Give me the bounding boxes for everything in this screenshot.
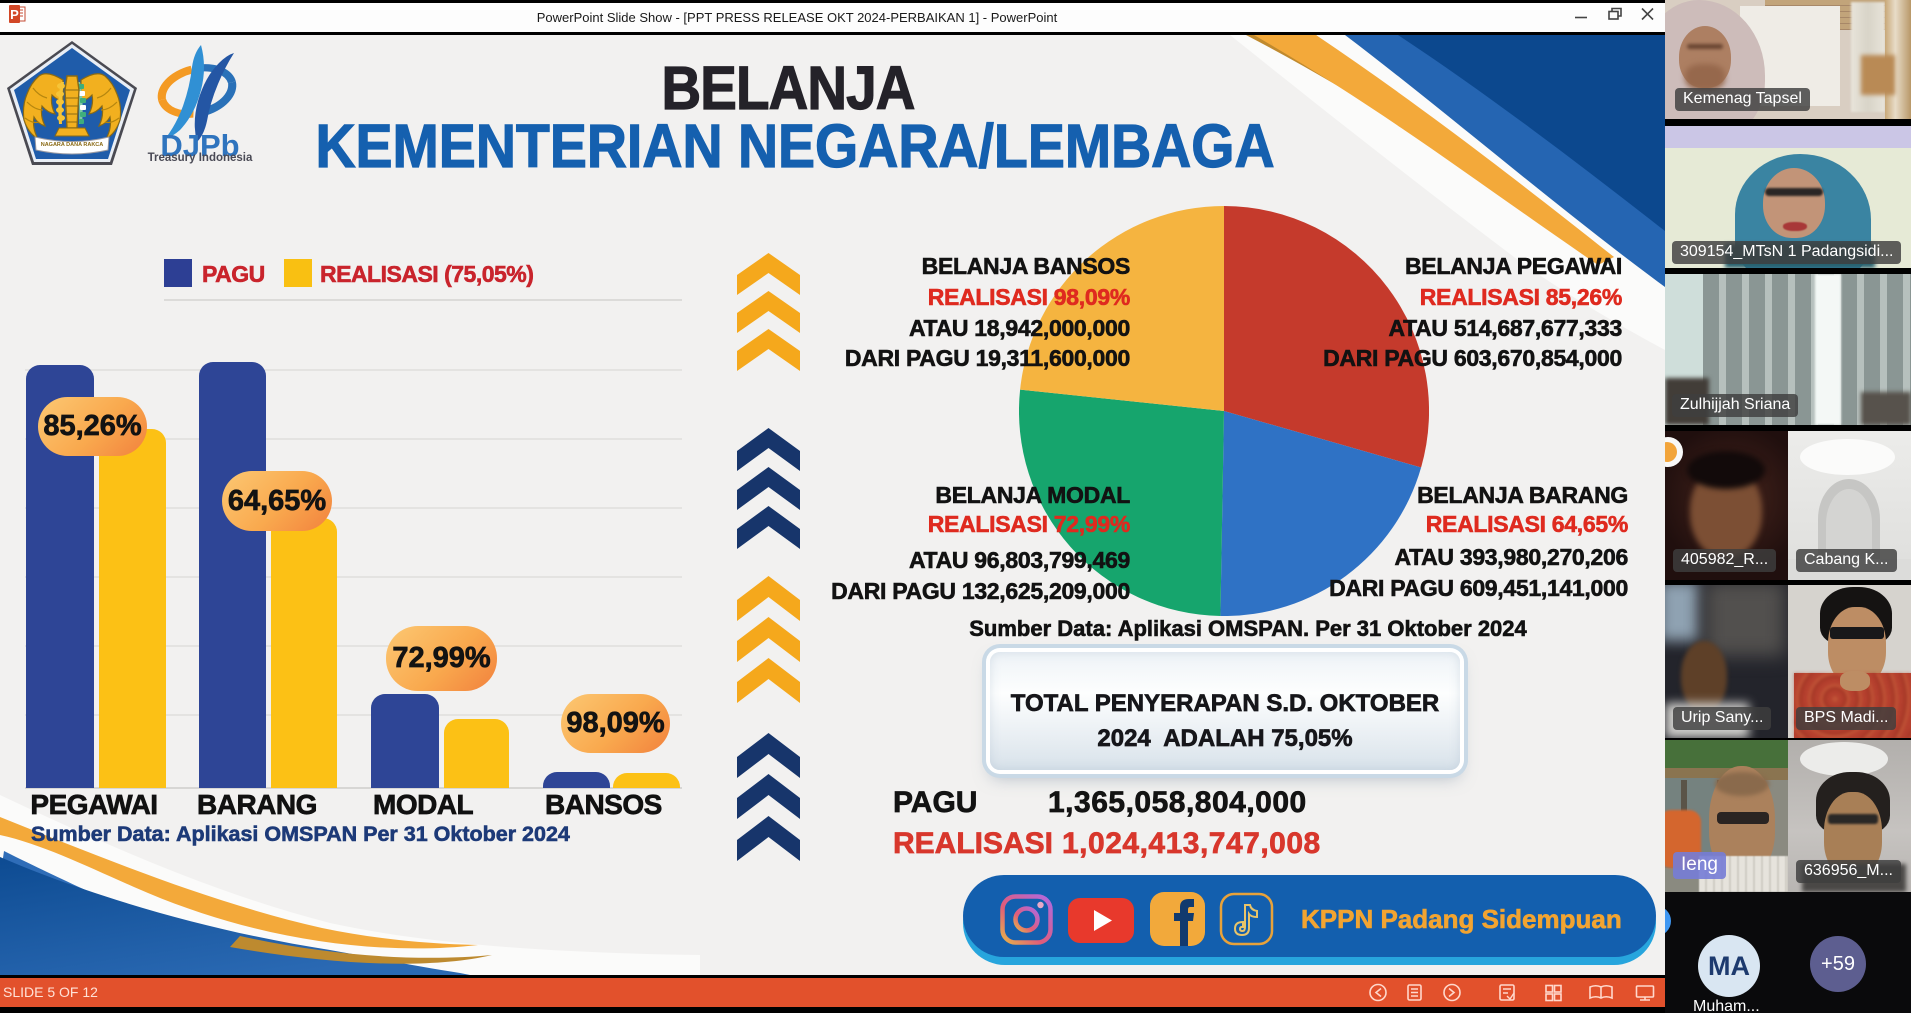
- svg-text:P: P: [10, 7, 19, 22]
- svg-text:NAGARA DANA RAKCA: NAGARA DANA RAKCA: [41, 142, 104, 148]
